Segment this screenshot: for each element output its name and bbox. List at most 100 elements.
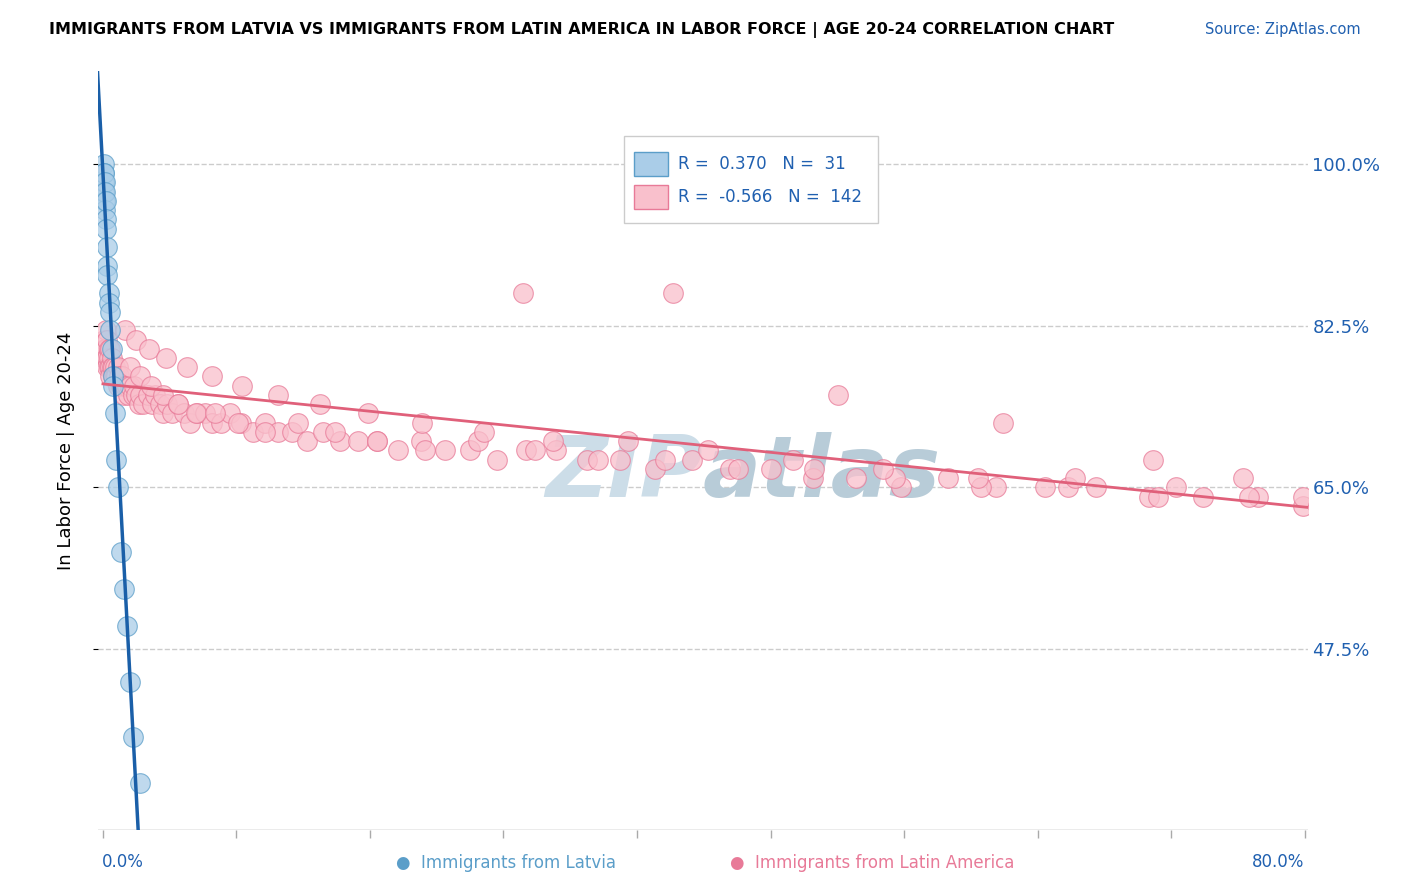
Point — [94, 342, 117, 356]
Point — [366, 434, 388, 449]
Point — [128, 397, 150, 411]
Point — [936, 471, 959, 485]
Text: 0.0%: 0.0% — [101, 853, 143, 871]
Point — [136, 388, 159, 402]
FancyBboxPatch shape — [634, 152, 668, 176]
Point — [156, 397, 179, 411]
Point — [782, 452, 804, 467]
Point — [1085, 480, 1108, 494]
Point — [231, 378, 253, 392]
Point — [366, 434, 388, 449]
Point — [617, 434, 640, 449]
Point — [129, 388, 152, 402]
Point — [325, 425, 347, 439]
Point — [101, 342, 124, 356]
Point — [145, 388, 167, 402]
Point — [267, 388, 290, 402]
Point — [103, 369, 125, 384]
Point — [104, 360, 127, 375]
Point — [1322, 452, 1344, 467]
Point — [295, 434, 318, 449]
Point — [287, 416, 309, 430]
Point — [586, 452, 609, 467]
Point — [991, 416, 1014, 430]
Point — [101, 360, 124, 375]
Point — [104, 369, 127, 384]
Point — [759, 462, 782, 476]
Point — [387, 443, 409, 458]
Point — [155, 351, 177, 365]
Point — [103, 369, 125, 384]
Point — [100, 323, 122, 337]
Point — [1056, 480, 1078, 494]
Point — [409, 434, 432, 449]
Point — [984, 480, 1007, 494]
Point — [93, 175, 115, 189]
Point — [94, 212, 117, 227]
Point — [186, 407, 208, 421]
Point — [167, 397, 190, 411]
Point — [1064, 471, 1087, 485]
Point — [1292, 499, 1315, 513]
Point — [104, 407, 127, 421]
Point — [93, 351, 115, 365]
Point — [696, 443, 718, 458]
Point — [160, 407, 183, 421]
Point — [96, 333, 118, 347]
Point — [1033, 480, 1056, 494]
Point — [122, 388, 145, 402]
Point — [1292, 490, 1315, 504]
Point — [486, 452, 509, 467]
Text: Source: ZipAtlas.com: Source: ZipAtlas.com — [1205, 22, 1361, 37]
Point — [347, 434, 370, 449]
Point — [118, 360, 141, 375]
Point — [94, 342, 117, 356]
Point — [329, 434, 352, 449]
Point — [1247, 490, 1270, 504]
Point — [93, 333, 115, 347]
Point — [103, 360, 125, 375]
Point — [662, 286, 685, 301]
Point — [100, 369, 122, 384]
Text: ●  Immigrants from Latin America: ● Immigrants from Latin America — [730, 855, 1014, 872]
Point — [226, 416, 249, 430]
Point — [1306, 499, 1329, 513]
FancyBboxPatch shape — [624, 136, 879, 223]
Text: ZIP: ZIP — [546, 432, 703, 515]
Point — [122, 730, 145, 744]
Point — [1191, 490, 1213, 504]
Point — [94, 194, 117, 208]
Point — [114, 323, 136, 337]
Point — [845, 471, 868, 485]
Point — [179, 416, 201, 430]
Text: R =  0.370   N =  31: R = 0.370 N = 31 — [678, 155, 845, 173]
Point — [93, 166, 115, 180]
Point — [727, 462, 749, 476]
Point — [96, 268, 118, 282]
Point — [890, 480, 912, 494]
Point — [112, 388, 135, 402]
Point — [194, 407, 217, 421]
Point — [96, 240, 118, 254]
Point — [609, 452, 631, 467]
Point — [515, 443, 537, 458]
Point — [472, 425, 495, 439]
Point — [107, 360, 129, 375]
Point — [209, 416, 232, 430]
Point — [229, 416, 252, 430]
Text: R =  -0.566   N =  142: R = -0.566 N = 142 — [678, 188, 862, 206]
Point — [357, 407, 380, 421]
Point — [1237, 490, 1260, 504]
Point — [94, 202, 117, 217]
Point — [184, 407, 207, 421]
Point — [204, 407, 226, 421]
Point — [100, 305, 122, 319]
Point — [969, 480, 991, 494]
Point — [112, 582, 135, 596]
Text: 80.0%: 80.0% — [1253, 853, 1305, 871]
Point — [97, 351, 120, 365]
Point — [415, 443, 437, 458]
Point — [173, 407, 195, 421]
Point — [93, 194, 115, 208]
Point — [129, 369, 152, 384]
